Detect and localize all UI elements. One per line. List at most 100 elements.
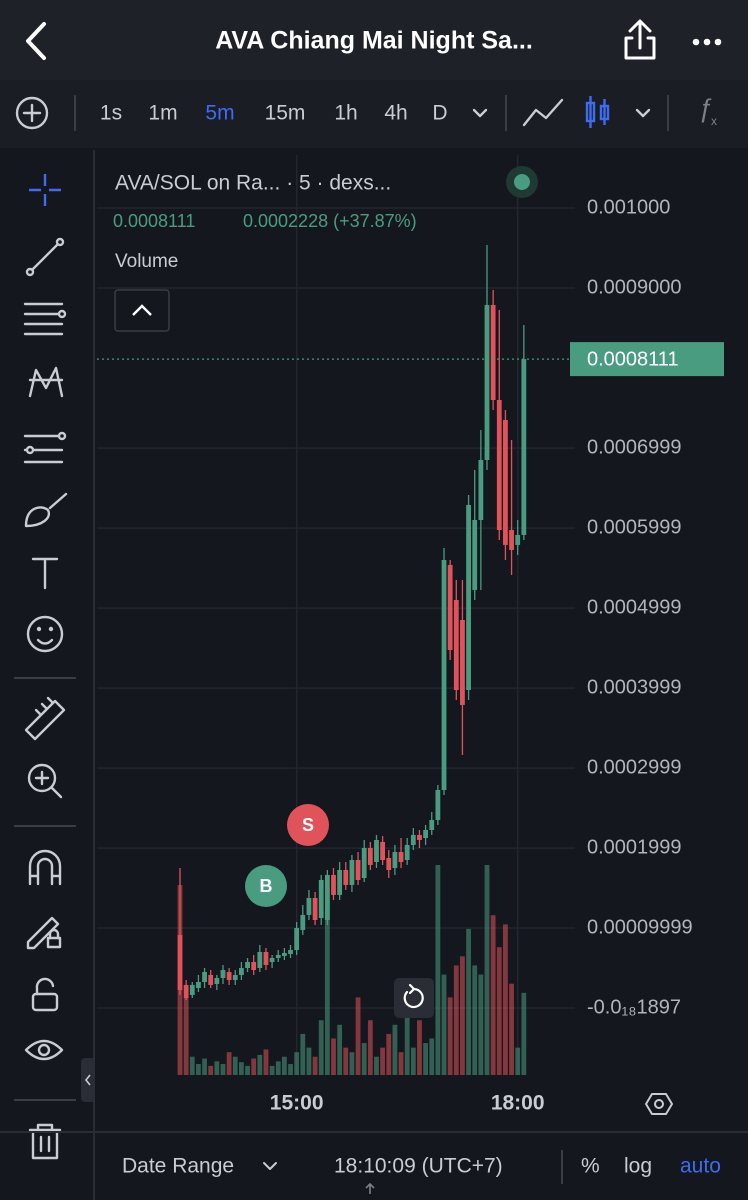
candle-body	[324, 874, 330, 920]
add-indicator-button[interactable]	[15, 96, 49, 130]
candle-body	[251, 962, 257, 970]
volume-bar	[245, 1065, 250, 1075]
candle-body	[423, 830, 428, 838]
volume-bar	[484, 865, 490, 1075]
volume-bar	[404, 1006, 410, 1075]
volume-bar	[232, 1056, 238, 1075]
plot-area	[97, 155, 575, 1075]
candle-body	[294, 928, 300, 950]
volume-bar	[226, 1052, 232, 1075]
pattern-tool[interactable]	[28, 366, 64, 398]
volume-bar	[447, 997, 453, 1075]
volume-bar	[355, 997, 361, 1075]
buy-marker[interactable]	[245, 865, 287, 907]
candle-chart-button[interactable]	[585, 96, 610, 128]
more-button[interactable]	[692, 38, 722, 46]
candle-body	[453, 600, 459, 690]
header-title: AVA Chiang Mai Night Sa...	[215, 27, 533, 55]
y-tick-label: 0.0009000	[587, 276, 682, 298]
timezone-arrow	[365, 1182, 375, 1194]
volume-bar	[423, 1043, 428, 1075]
volume-bar	[398, 1052, 404, 1075]
y-tick-label: 0.0004999	[587, 596, 682, 618]
candle-body	[288, 950, 293, 954]
candle-body	[374, 840, 379, 862]
volume-bar	[349, 1052, 355, 1075]
reset-icon	[403, 983, 424, 1009]
volume-bar	[269, 1065, 275, 1075]
candle-body	[349, 860, 355, 885]
candle-body	[300, 914, 306, 930]
lock-drawing-tool[interactable]	[26, 916, 62, 950]
magnet-tool[interactable]	[28, 849, 62, 886]
candle-body	[214, 978, 220, 984]
trendline-tool[interactable]	[25, 237, 65, 277]
fib-tool[interactable]	[23, 302, 67, 336]
fx-button[interactable]: ƒ	[698, 93, 712, 123]
candle-body	[275, 954, 281, 958]
interval-button[interactable]: D	[432, 102, 447, 125]
candle-body	[509, 530, 514, 550]
candle-body	[496, 400, 502, 530]
candle-body	[515, 534, 521, 545]
candle-body	[239, 968, 244, 975]
sell-marker[interactable]	[287, 804, 329, 846]
interval-button[interactable]: 4h	[384, 102, 407, 125]
volume-bar	[202, 1058, 207, 1075]
volume-bar	[208, 1065, 214, 1075]
volume-bar	[515, 1047, 521, 1075]
settings-button[interactable]	[645, 1093, 673, 1115]
ruler-tool[interactable]	[24, 696, 66, 741]
date-range-button[interactable]: Date Range	[122, 1155, 234, 1178]
candle-body	[208, 974, 214, 985]
collapse-button[interactable]	[114, 289, 170, 332]
candle-body	[177, 934, 183, 990]
volume-bar	[410, 1047, 416, 1075]
line-chart-button[interactable]	[522, 98, 564, 127]
text-tool[interactable]	[31, 557, 59, 590]
crosshair-tool[interactable]	[29, 174, 61, 206]
interval-button[interactable]: 5m	[205, 102, 234, 125]
log-button[interactable]: log	[624, 1155, 652, 1178]
candle-body	[189, 984, 195, 995]
candle-body	[441, 560, 447, 790]
interval-button[interactable]: 1m	[148, 102, 177, 125]
auto-button[interactable]: auto	[680, 1155, 721, 1178]
delete-tool[interactable]	[28, 1123, 62, 1160]
candle-body	[269, 958, 275, 962]
interval-button[interactable]: 1h	[334, 102, 357, 125]
sidebar-toggle[interactable]	[81, 1058, 95, 1102]
volume-bar	[263, 1049, 269, 1075]
interval-button[interactable]: 1s	[100, 102, 122, 125]
interval-group: 1s 1m 5m 15m 1h 4h D	[100, 102, 448, 125]
toolbar	[0, 80, 748, 148]
interval-dropdown[interactable]	[472, 108, 488, 118]
emoji-tool[interactable]	[26, 615, 64, 653]
brush-tool[interactable]	[24, 492, 68, 528]
candle-body	[460, 620, 465, 705]
volume-bar	[503, 924, 508, 1075]
clock-label: 18:10:09 (UTC+7)	[334, 1155, 503, 1178]
prediction-tool[interactable]	[23, 431, 67, 464]
candle-body	[245, 962, 250, 968]
candle-body	[343, 870, 349, 885]
candle-body	[196, 982, 201, 988]
candle-body	[306, 898, 312, 915]
symbol-label: AVA/SOL on Ra... · 5 · dexs...	[115, 172, 391, 195]
candle-body	[398, 852, 404, 862]
candle-body	[361, 848, 367, 878]
back-button[interactable]	[26, 22, 46, 60]
zoom-tool[interactable]	[27, 763, 63, 799]
chart-type-dropdown[interactable]	[635, 108, 651, 118]
candle-body	[226, 972, 232, 980]
interval-button[interactable]: 15m	[265, 102, 306, 125]
share-button[interactable]	[624, 19, 656, 60]
volume-label: Volume	[115, 251, 178, 272]
visibility-tool[interactable]	[24, 1039, 64, 1061]
reset-button[interactable]	[394, 978, 434, 1018]
unlock-tool[interactable]	[31, 977, 59, 1012]
volume-bar	[392, 1024, 398, 1075]
percent-button[interactable]: %	[581, 1155, 600, 1178]
volume-bar	[361, 1043, 367, 1075]
